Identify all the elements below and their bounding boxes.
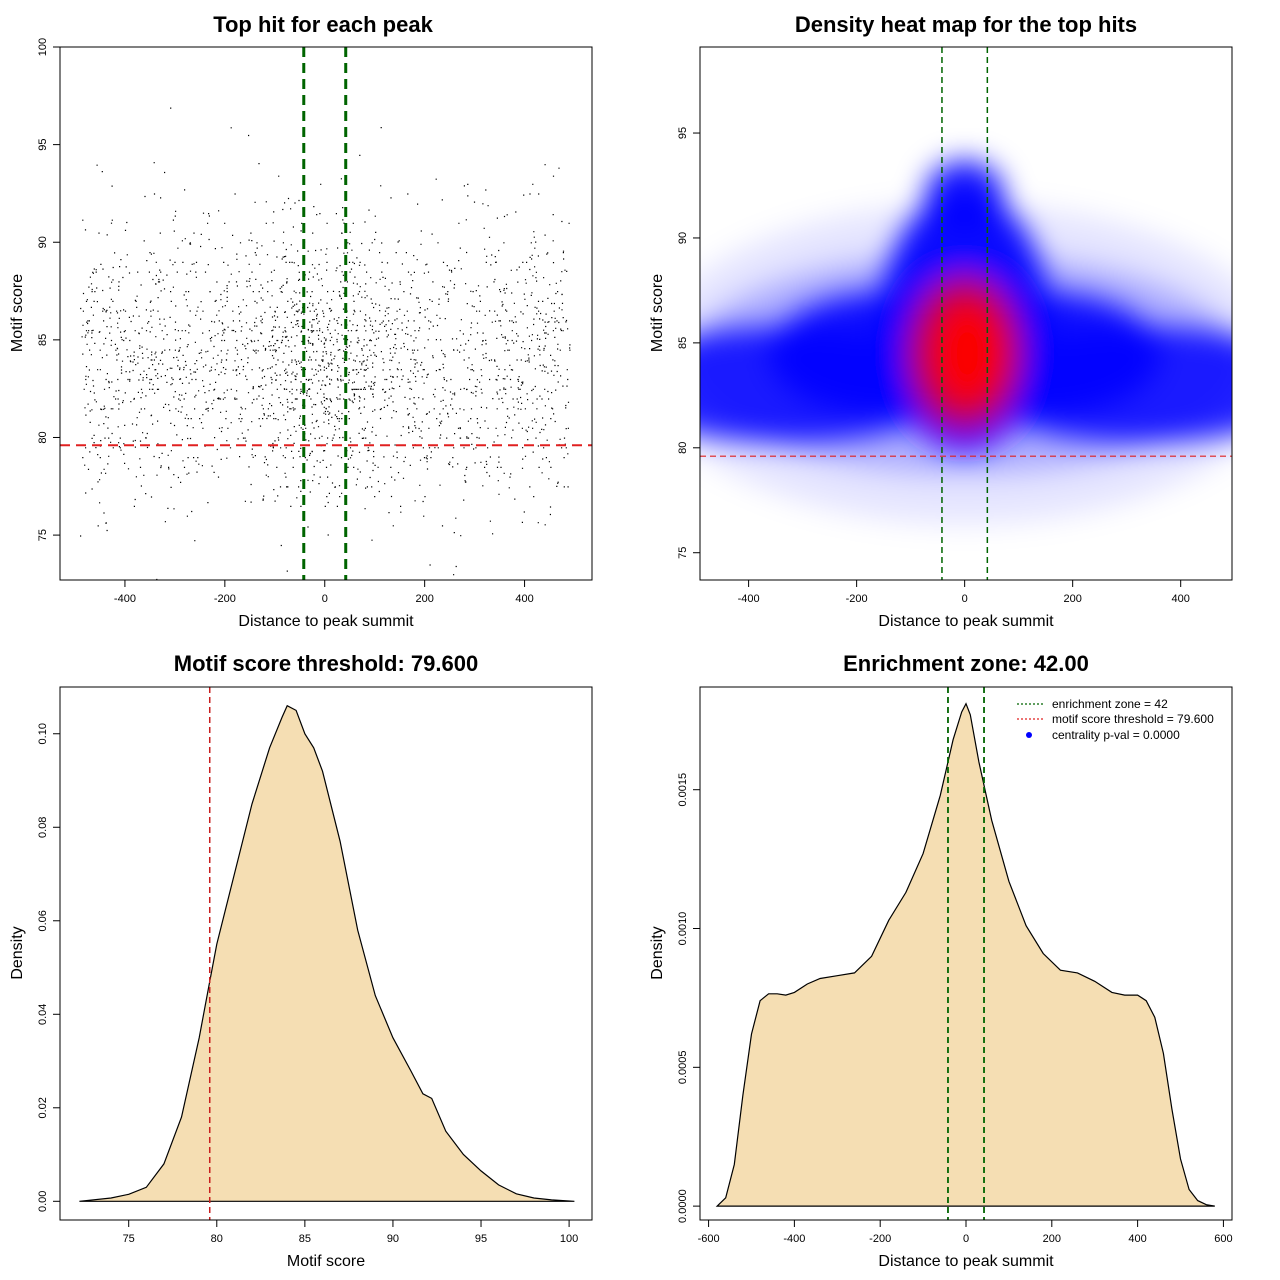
panel-density-heatmap: Density heat map for the top hits -400 -2… [649,12,1233,630]
legend-zone-text: enrichment zone = 42 [1052,697,1168,711]
panel1-plot-frame [59,46,593,581]
y-tick-label: 95 [677,127,689,139]
heat-core [931,301,1004,406]
x-tick-label: -200 [846,593,868,605]
panel1-points [80,107,571,580]
x-tick-label: 85 [299,1233,311,1245]
scatter-points [80,107,571,580]
y-tick-label: 0.04 [37,1004,49,1025]
y-tick-label: 0.0005 [677,1050,689,1084]
x-tick-label: 80 [211,1233,223,1245]
legend-pval-key [1026,732,1032,738]
panel1-y-axis: 75 80 85 90 95 100 [37,38,60,541]
y-tick-label: 0.10 [37,723,49,744]
y-tick-label: 95 [37,138,49,150]
panel3-y-axis: 0.00 0.02 0.04 0.06 0.08 0.10 [37,723,60,1212]
panel3-plot-area [79,687,575,1220]
x-tick-label: -200 [869,1233,891,1245]
x-tick-label: 0 [322,593,328,605]
panel4-y-axis: 0.0000 0.0005 0.0010 0.0015 [677,773,700,1223]
y-tick-label: 75 [677,547,689,559]
x-tick-label: -200 [214,593,236,605]
x-tick-label: 200 [415,593,433,605]
y-tick-label: 0.0010 [677,912,689,946]
panel3-title: Motif score threshold: 79.600 [174,651,478,676]
x-tick-label: -600 [698,1233,720,1245]
y-tick-label: 75 [37,529,49,541]
x-tick-label: 600 [1214,1233,1232,1245]
x-tick-label: 0 [963,1233,969,1245]
x-tick-label: 400 [1128,1233,1146,1245]
legend-pval-text: centrality p-val = 0.0000 [1052,728,1180,742]
x-tick-label: 100 [560,1233,578,1245]
panel2-heat [700,47,1232,580]
x-tick-label: 200 [1063,593,1081,605]
y-tick-label: 85 [677,337,689,349]
panel1-x-label: Distance to peak summit [238,613,414,630]
legend-threshold-text: motif score threshold = 79.600 [1052,712,1214,726]
y-tick-label: 80 [677,442,689,454]
x-tick-label: 75 [123,1233,135,1245]
x-tick-label: 95 [475,1233,487,1245]
x-tick-label: -400 [114,593,136,605]
panel4-plot-area [715,687,1215,1220]
panel2-title: Density heat map for the top hits [795,12,1137,37]
panel4-x-label: Distance to peak summit [878,1253,1054,1270]
panel3-density-area [79,704,575,1202]
y-tick-label: 90 [37,236,49,248]
panel2-y-axis: 75 80 85 90 95 [677,127,700,559]
y-tick-label: 0.08 [37,817,49,838]
panel3-plot-frame [59,686,593,1221]
panel4-x-axis: -600 -400 -200 0 200 400 600 [698,1220,1233,1245]
x-tick-label: -400 [783,1233,805,1245]
panel3-x-axis: 75 80 85 90 95 100 [123,1220,578,1245]
y-tick-label: 100 [37,38,49,56]
y-tick-label: 90 [677,232,689,244]
x-tick-label: -400 [738,593,760,605]
y-tick-label: 80 [37,431,49,443]
x-tick-label: 200 [1043,1233,1061,1245]
panel-motif-score-density: Motif score threshold: 79.600 75 80 85 90 95… [9,651,593,1270]
y-tick-label: 0.00 [37,1191,49,1212]
panel4-legend: enrichment zone = 42 motif score thresho… [1017,697,1214,742]
panel2-x-label: Distance to peak summit [878,613,1054,630]
panel2-heat-blobs [700,159,1232,524]
y-tick-label: 0.0000 [677,1189,689,1223]
panel2-y-label: Motif score [649,274,666,352]
y-tick-label: 0.06 [37,910,49,931]
y-tick-label: 85 [37,334,49,346]
x-tick-label: 400 [515,593,533,605]
x-tick-label: 400 [1172,593,1190,605]
panel2-plot-frame [699,46,1233,581]
panel1-x-axis: -400 -200 0 200 400 [114,580,534,605]
heat-upper-spot [924,159,1005,232]
x-tick-label: 90 [387,1233,399,1245]
panel1-y-label: Motif score [9,274,26,352]
x-tick-label: 0 [962,593,968,605]
panel4-title: Enrichment zone: 42.00 [843,651,1089,676]
y-tick-label: 0.0015 [677,773,689,807]
panel2-x-axis: -400 -200 0 200 400 [738,580,1190,605]
panel4-y-label: Density [649,926,666,979]
panel3-x-label: Motif score [287,1253,365,1270]
panel1-title: Top hit for each peak [213,12,433,37]
panel-enrichment-density: Enrichment zone: 42.00 -600 -400 -200 0 200 4… [649,651,1233,1270]
y-tick-label: 0.02 [37,1097,49,1118]
panel-top-hit-scatter: Top hit for each peak -400 -200 0 200 400 75… [9,12,593,630]
panel3-y-label: Density [9,926,26,979]
panel4-density-area [715,702,1215,1207]
